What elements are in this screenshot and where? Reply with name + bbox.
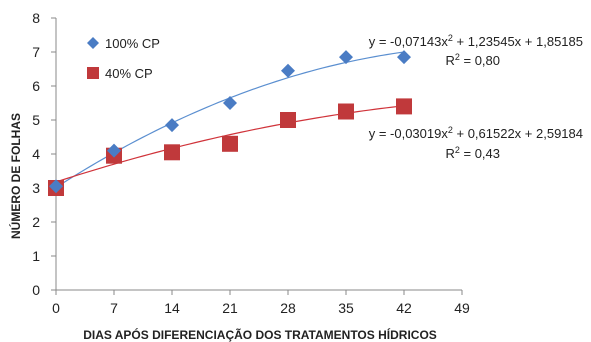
r-squared-cp100: R2 = 0,80: [445, 52, 500, 68]
legend-marker-cp40: [87, 67, 99, 79]
point-cp40: [164, 144, 180, 161]
point-cp100: [223, 96, 237, 110]
point-cp100: [339, 50, 353, 65]
x-tick-label: 0: [52, 300, 60, 316]
y-tick-label: 5: [32, 112, 40, 128]
x-axis-title: DIAS APÓS DIFERENCIAÇÃO DOS TRATAMENTOS …: [83, 327, 437, 342]
y-tick-label: 3: [32, 180, 40, 196]
x-tick-label: 28: [280, 300, 296, 316]
y-tick-label: 1: [32, 248, 40, 264]
point-cp40: [280, 112, 296, 128]
point-cp100: [397, 50, 411, 65]
legend: 100% CP 40% CP: [87, 36, 160, 81]
x-tick-label: 7: [110, 300, 118, 316]
y-tick-label: 6: [32, 78, 40, 94]
y-tick-label: 4: [32, 146, 40, 162]
point-cp100: [49, 179, 63, 194]
x-tick-label: 35: [338, 300, 354, 316]
r-squared-cp40: R2 = 0,43: [445, 145, 500, 161]
point-cp40: [396, 98, 412, 115]
x-tick-label: 42: [396, 300, 412, 316]
x-tick-label: 21: [222, 300, 238, 316]
point-cp100: [165, 118, 179, 133]
y-tick-label: 7: [32, 44, 40, 60]
x-tick-label: 49: [454, 300, 470, 316]
equation-cp40: y = -0,03019x2 + 0,61522x + 2,59184: [369, 125, 583, 141]
legend-marker-cp100: [87, 37, 99, 49]
legend-label-cp100: 100% CP: [105, 36, 160, 51]
y-axis-title: NÚMERO DE FOLHAS: [8, 113, 23, 239]
x-tick-label: 14: [164, 300, 180, 316]
equation-cp100: y = -0,07143x2 + 1,23545x + 1,85185: [369, 33, 583, 49]
legend-label-cp40: 40% CP: [105, 66, 153, 81]
y-tick-label: 2: [32, 214, 40, 230]
tick-labels: 0 1 2 3 4 5 6 7 8 0 7 14 21 28 35 42 49: [32, 10, 470, 316]
data-points: [48, 50, 412, 196]
point-cp40: [338, 103, 354, 120]
point-cp100: [107, 143, 121, 158]
y-tick-label: 8: [32, 10, 40, 26]
y-tick-label: 0: [32, 282, 40, 298]
equations: y = -0,07143x2 + 1,23545x + 1,85185 R2 = …: [369, 33, 583, 161]
point-cp40: [222, 135, 238, 152]
point-cp100: [281, 63, 295, 78]
